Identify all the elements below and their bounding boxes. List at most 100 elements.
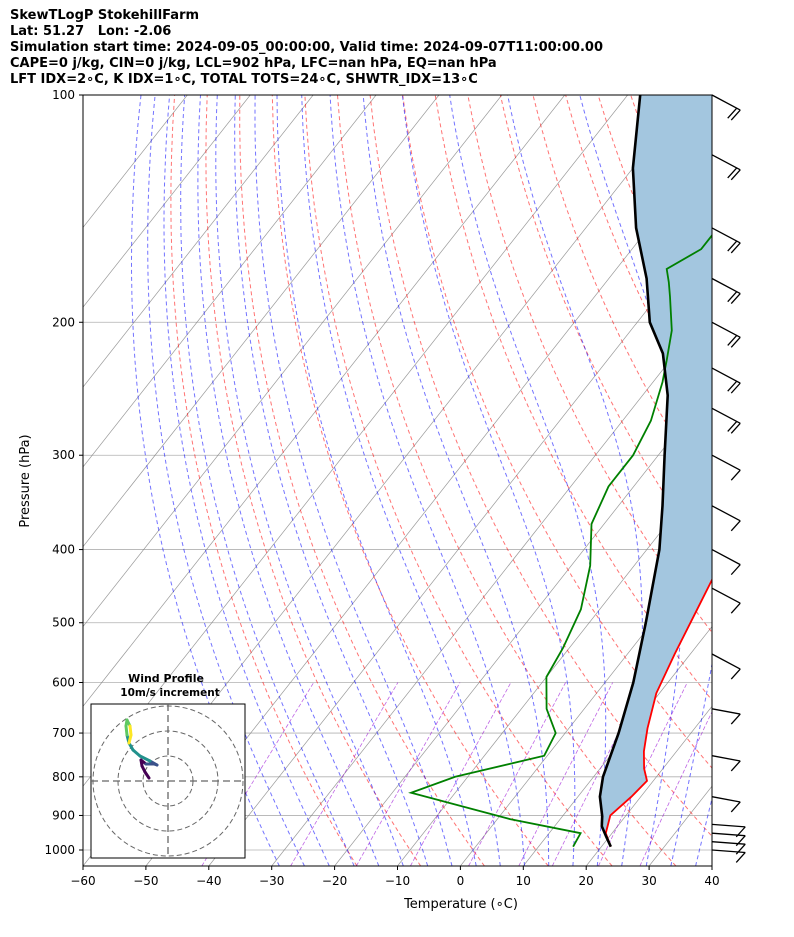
wind-barb [711, 321, 741, 348]
barb-staff [711, 708, 741, 715]
y-tick-label: 200 [52, 315, 75, 329]
mixing-ratio-line [639, 710, 712, 866]
wind-barb [711, 505, 741, 532]
barb-flag [727, 167, 738, 179]
x-tick-label: −60 [70, 874, 95, 888]
isotherm-line [334, 386, 712, 866]
moist-adiabat [329, 95, 525, 866]
y-axis-label: Pressure (hPa) [18, 434, 33, 527]
isotherm-line [460, 546, 712, 866]
moist-adiabat [745, 95, 794, 866]
mixing-ratio-line [355, 682, 461, 866]
moist-adiabat [276, 95, 477, 866]
x-tick-label: −20 [322, 874, 347, 888]
hodograph-subtitle: 10m/s increment [120, 687, 219, 699]
x-tick-label: 10 [516, 874, 531, 888]
barb-staff [711, 321, 741, 338]
moist-adiabat [215, 95, 404, 866]
y-tick-label: 700 [52, 726, 75, 740]
dry-adiabat [170, 95, 358, 866]
dry-adiabat [434, 95, 712, 701]
wind-barb [711, 277, 741, 304]
isotherm-line [83, 95, 440, 548]
y-tick-label: 300 [52, 448, 75, 462]
moist-adiabat [301, 95, 501, 866]
wind-barb [711, 708, 741, 725]
barb-staff [711, 367, 741, 384]
y-tick-label: 600 [52, 676, 75, 690]
isotherm-line [83, 95, 503, 628]
y-tick-label: 400 [52, 543, 75, 557]
wind-barb [711, 796, 741, 813]
wind-barb [711, 549, 741, 576]
location-line: Lat: 51.27 Lon: -2.06 [10, 24, 172, 39]
x-tick-label: 20 [579, 874, 594, 888]
y-tick-label: 1000 [44, 843, 75, 857]
barb-flag [727, 335, 738, 346]
barb-flag [730, 109, 741, 121]
moist-adiabat [720, 95, 794, 866]
barb-flag [730, 242, 741, 254]
dewpoint-profile [408, 233, 712, 848]
wind-barb [711, 587, 741, 614]
x-tick-label: −10 [385, 874, 410, 888]
chart-title: SkewTLogP StokehillFarm [10, 8, 200, 23]
barb-flag [730, 564, 741, 576]
barb-staff [711, 841, 746, 845]
y-tick-label: 100 [52, 88, 75, 102]
axis-ticks: −60 −50 −40 −30 −20 −10 0 10 20 30 40 100 200 300 400 5… [44, 88, 719, 888]
mixing-ratio-line [201, 682, 315, 866]
hodograph-title: Wind Profile [128, 672, 204, 685]
barb-flag [727, 421, 738, 432]
barb-flag [730, 293, 741, 304]
wind-barb [711, 454, 741, 481]
time-line: Simulation start time: 2024-09-05_00:00:… [10, 40, 603, 55]
cin-area [599, 95, 712, 847]
dry-adiabat [729, 95, 794, 866]
hodograph-trace [128, 724, 133, 737]
hodograph-inset: Wind Profile 10m/s increment [90, 672, 246, 859]
wind-barb [711, 755, 741, 772]
moist-adiabat [254, 95, 453, 866]
mixing-ratio-line [551, 682, 645, 866]
hodograph-trace [138, 754, 152, 763]
background-lines [83, 95, 794, 866]
mixing-ratio-line [518, 682, 614, 866]
moist-adiabat [362, 95, 550, 866]
isotherm-line [271, 306, 712, 866]
barb-staff [711, 823, 746, 828]
moist-adiabat [449, 95, 607, 866]
x-tick-label: 0 [457, 874, 465, 888]
x-tick-label: −30 [259, 874, 284, 888]
barb-flag [730, 668, 741, 680]
barb-flag [730, 336, 741, 348]
dry-adiabat [369, 95, 712, 838]
barb-flag [730, 520, 741, 532]
dry-adiabat [239, 95, 485, 866]
x-tick-label: −50 [133, 874, 158, 888]
barb-flag [730, 169, 741, 181]
barb-flag [727, 291, 738, 303]
wind-barb [711, 94, 741, 121]
moist-adiabat [234, 95, 429, 866]
cape-fill [599, 95, 712, 847]
barb-staff [711, 505, 741, 522]
hodograph-trace [124, 724, 129, 737]
isotherm-line [83, 95, 377, 468]
barb-flag [730, 382, 741, 394]
barb-staff [711, 796, 741, 803]
isotherm-line [83, 95, 188, 228]
barb-staff [711, 832, 746, 837]
barb-staff [711, 407, 741, 424]
y-tick-label: 900 [52, 808, 75, 822]
wind-barb [711, 367, 741, 394]
mixing-ratio-line [290, 682, 399, 866]
hodograph-trace [127, 733, 133, 745]
indices-line-2: LFT IDX=2∘C, K IDX=1∘C, TOTAL TOTS=24∘C,… [10, 72, 478, 87]
barb-flag [727, 107, 738, 119]
wind-barbs [711, 94, 746, 863]
x-tick-label: 30 [641, 874, 656, 888]
x-tick-label: 40 [704, 874, 719, 888]
profiles [408, 95, 712, 848]
barb-staff [711, 587, 741, 604]
